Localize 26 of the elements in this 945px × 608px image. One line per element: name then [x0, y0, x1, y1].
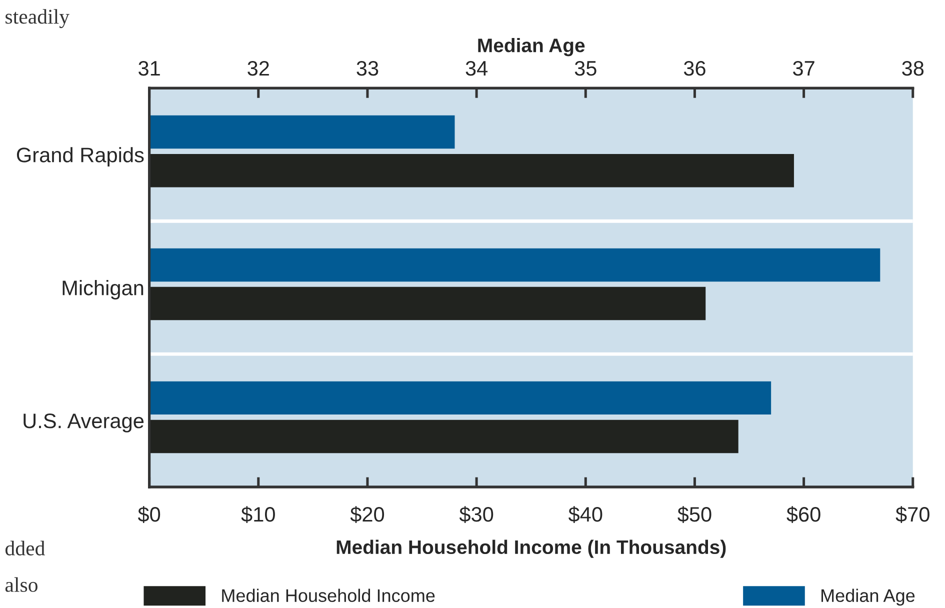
- x2-tick-label: 33: [356, 60, 378, 76]
- x-tick-label: $40: [568, 506, 602, 523]
- y-tick-label: Grand Rapids: [16, 147, 144, 167]
- x-tick-label: $10: [241, 506, 275, 523]
- y-tick-label: U.S. Average: [24, 414, 144, 432]
- x2-tick-label: 38: [902, 60, 924, 76]
- text: also: [5, 577, 38, 592]
- x-tick-label: $70: [896, 506, 930, 523]
- text: steadily: [6, 9, 70, 28]
- x2-tick-label: 37: [793, 60, 814, 76]
- y-tick-label: Michigan: [62, 280, 144, 300]
- legend-label: Median Household Income: [222, 588, 435, 602]
- x2-axis-title: Median Age: [478, 38, 585, 56]
- x-tick-label: $20: [350, 506, 384, 523]
- x2-tick-label: 31: [138, 60, 160, 76]
- legend-label: Median Age: [822, 588, 915, 606]
- x-axis-title: Median Household Income (In Thousands): [336, 540, 726, 558]
- text: dded: [5, 540, 45, 556]
- x2-tick-label: 32: [248, 60, 269, 76]
- x-tick-label: $30: [459, 506, 494, 523]
- x-tick-label: $50: [678, 506, 712, 523]
- x-tick-label: $0: [138, 506, 160, 523]
- x2-tick-label: 35: [574, 60, 596, 76]
- x2-tick-label: 36: [684, 60, 706, 76]
- x2-tick-label: 34: [466, 60, 488, 76]
- x-tick-label: $60: [786, 506, 820, 523]
